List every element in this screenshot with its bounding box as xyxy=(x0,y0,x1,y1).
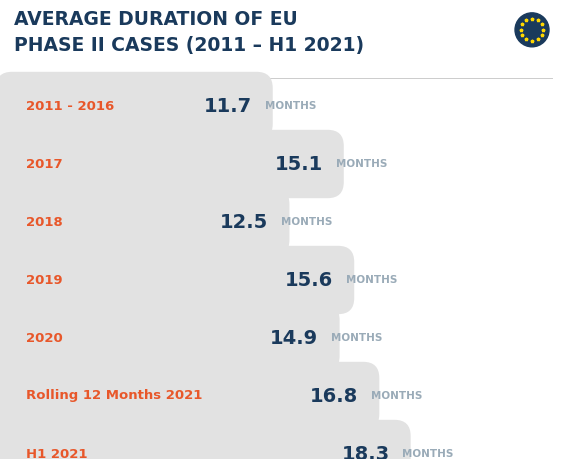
Text: 15.6: 15.6 xyxy=(285,270,333,290)
Text: MONTHS: MONTHS xyxy=(265,101,316,111)
Text: MONTHS: MONTHS xyxy=(346,275,397,285)
FancyBboxPatch shape xyxy=(0,420,411,459)
Text: 15.1: 15.1 xyxy=(274,155,323,174)
FancyBboxPatch shape xyxy=(0,304,340,372)
Text: MONTHS: MONTHS xyxy=(336,159,387,169)
FancyBboxPatch shape xyxy=(0,188,290,256)
Text: 2019: 2019 xyxy=(26,274,63,286)
Text: 2017: 2017 xyxy=(26,157,63,170)
Text: Rolling 12 Months 2021: Rolling 12 Months 2021 xyxy=(26,390,203,403)
Text: MONTHS: MONTHS xyxy=(402,449,454,459)
Text: PHASE II CASES (2011 – H1 2021): PHASE II CASES (2011 – H1 2021) xyxy=(14,36,364,55)
FancyBboxPatch shape xyxy=(0,362,380,430)
Text: AVERAGE DURATION OF EU: AVERAGE DURATION OF EU xyxy=(14,10,298,29)
FancyBboxPatch shape xyxy=(0,246,354,314)
Text: MONTHS: MONTHS xyxy=(371,391,423,401)
FancyBboxPatch shape xyxy=(0,130,344,198)
Text: 16.8: 16.8 xyxy=(310,386,358,405)
Text: 18.3: 18.3 xyxy=(341,444,389,459)
Text: MONTHS: MONTHS xyxy=(331,333,383,343)
Text: MONTHS: MONTHS xyxy=(281,217,333,227)
Text: 11.7: 11.7 xyxy=(203,96,251,116)
Text: 12.5: 12.5 xyxy=(220,213,268,231)
Circle shape xyxy=(515,13,549,47)
Text: 14.9: 14.9 xyxy=(270,329,319,347)
Text: H1 2021: H1 2021 xyxy=(26,448,88,459)
Text: 2011 - 2016: 2011 - 2016 xyxy=(26,100,114,112)
Text: 2018: 2018 xyxy=(26,215,63,229)
Text: 2020: 2020 xyxy=(26,331,63,345)
FancyBboxPatch shape xyxy=(0,72,273,140)
